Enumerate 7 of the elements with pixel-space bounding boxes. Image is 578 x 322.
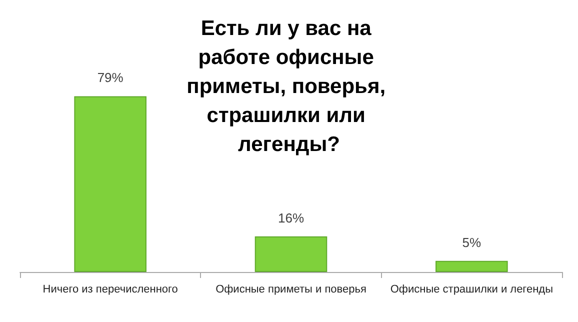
data-label: 79% bbox=[97, 70, 124, 86]
x-tick-label: Ничего из перечисленного bbox=[42, 284, 178, 296]
data-label: 5% bbox=[462, 234, 482, 250]
x-tick-label: Офисные страшилки и легенды bbox=[390, 284, 554, 296]
data-label: 16% bbox=[278, 210, 304, 226]
chart-title: Есть ли у вас на работе офисные приметы, поверья, страшилки или легенды? bbox=[186, 17, 392, 156]
x-tick-label: Офисные приметы и поверья bbox=[216, 284, 366, 296]
